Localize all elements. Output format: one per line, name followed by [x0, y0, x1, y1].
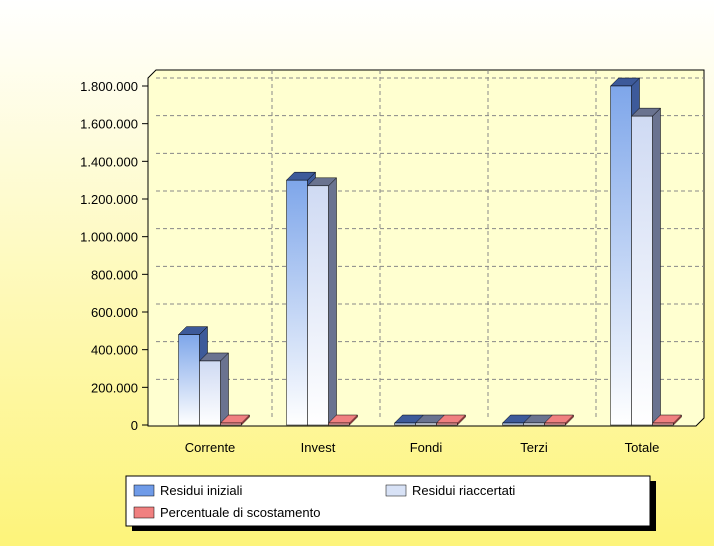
x-tick-label: Invest — [301, 440, 336, 455]
legend-swatch — [133, 484, 155, 497]
bar — [199, 360, 221, 426]
legend-label: Percentuale di scostamento — [160, 505, 320, 520]
y-tick-label: 1.800.000 — [80, 79, 138, 94]
bar — [178, 334, 200, 426]
y-tick-label: 1.600.000 — [80, 117, 138, 132]
legend-label: Residui riaccertati — [412, 483, 515, 498]
bar-side — [220, 352, 229, 426]
bar — [502, 422, 524, 426]
bar — [610, 85, 632, 426]
bar-side — [328, 177, 337, 426]
y-tick-label: 0 — [131, 418, 138, 433]
bar — [307, 185, 329, 426]
y-tick-label: 800.000 — [91, 267, 138, 282]
bar — [415, 422, 437, 426]
legend-label: Residui iniziali — [160, 483, 242, 498]
y-tick-label: 200.000 — [91, 380, 138, 395]
bar-side — [652, 107, 661, 426]
bar — [652, 422, 674, 426]
bar — [544, 422, 566, 426]
bar — [436, 422, 458, 426]
y-tick-label: 400.000 — [91, 343, 138, 358]
legend — [125, 475, 651, 527]
legend-swatch — [385, 484, 407, 497]
bar — [523, 422, 545, 426]
y-tick-label: 1.200.000 — [80, 192, 138, 207]
x-tick-label: Totale — [625, 440, 660, 455]
y-tick-label: 1.000.000 — [80, 230, 138, 245]
bar — [631, 115, 653, 426]
bar — [328, 422, 350, 426]
x-tick-label: Terzi — [520, 440, 548, 455]
y-tick-label: 600.000 — [91, 305, 138, 320]
x-tick-label: Corrente — [185, 440, 236, 455]
bar — [394, 422, 416, 426]
x-tick-label: Fondi — [410, 440, 443, 455]
y-tick-label: 1.400.000 — [80, 154, 138, 169]
bar — [286, 179, 308, 426]
bar — [220, 422, 242, 426]
legend-swatch — [133, 506, 155, 519]
